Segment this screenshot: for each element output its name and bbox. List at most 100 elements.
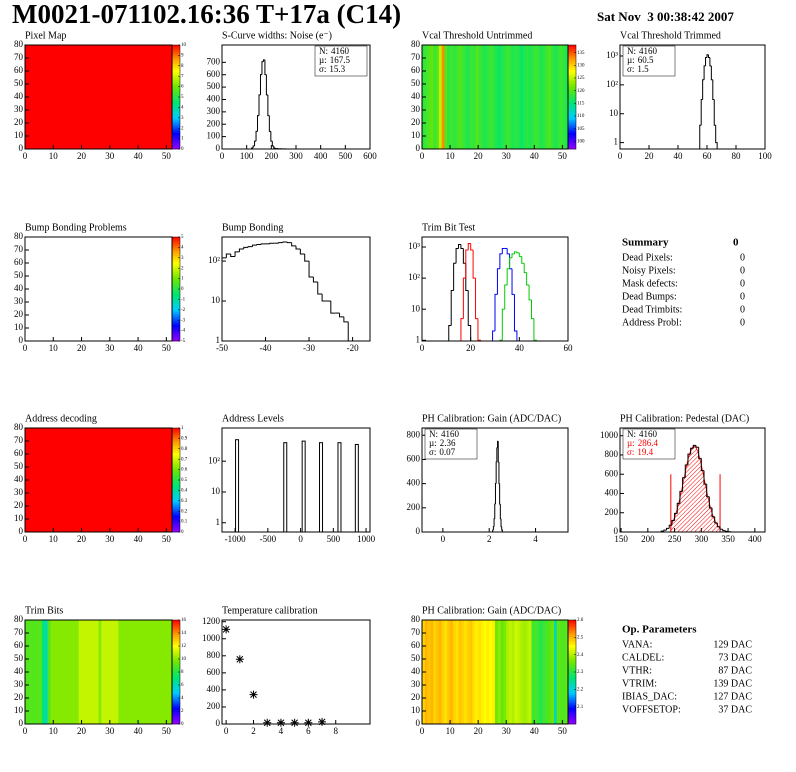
stats-value: 286.4 <box>638 438 659 448</box>
colorbar-slice <box>568 684 576 687</box>
colorbar-tick-label: 0.3 <box>181 499 188 504</box>
heatmap-column <box>528 45 532 149</box>
histogram-bin <box>708 496 713 509</box>
colorbar-slice <box>568 92 576 96</box>
y-tick-label: 20 <box>14 117 24 127</box>
x-tick-label: 400 <box>748 534 762 544</box>
heatmap-column <box>480 620 485 724</box>
colorbar-slice <box>172 434 180 437</box>
heatmap-column <box>511 620 515 724</box>
x-tick-label: 500 <box>339 151 353 161</box>
op-label: IBIAS_DAC: <box>622 691 677 702</box>
x-tick-label: 30 <box>105 343 115 353</box>
colorbar-tick-label: -4 <box>181 329 186 334</box>
heatmap-column <box>553 620 558 724</box>
colorbar-slice <box>568 97 576 100</box>
histogram-bin <box>501 308 505 341</box>
colorbar-slice <box>172 61 180 65</box>
colorbar-slice <box>172 444 180 448</box>
colorbar-slice <box>172 513 180 516</box>
heatmap-column <box>489 45 493 149</box>
x-tick-label: 30 <box>105 151 115 161</box>
stats-label: N: <box>429 429 438 439</box>
heatmap-column <box>503 620 507 724</box>
colorbar-slice <box>568 680 576 683</box>
histogram-bin <box>722 529 726 532</box>
histogram-bin <box>467 242 471 251</box>
colorbar-slice <box>172 268 180 271</box>
histogram-bin <box>700 458 705 472</box>
colorbar-tick-label: 5 <box>181 235 184 240</box>
heatmap-column <box>149 620 153 724</box>
colorbar-tick-label: 3 <box>181 256 184 261</box>
histogram-bin <box>711 507 715 518</box>
y-tick-label: 10² <box>606 79 618 89</box>
colorbar-slice <box>172 628 180 631</box>
colorbar-slice <box>568 628 576 631</box>
histogram-bin <box>343 316 349 323</box>
summary-label: Dead Bumps: <box>622 291 677 302</box>
colorbar-slice <box>172 136 180 139</box>
x-tick-label: 0 <box>23 534 28 544</box>
colorbar-slice <box>172 72 180 75</box>
y-tick-label: 400 <box>605 488 619 498</box>
heatmap-column <box>548 45 552 149</box>
histogram-bin <box>462 248 466 264</box>
x-tick-label: 1000 <box>357 534 376 544</box>
y-tick-label: 0 <box>19 143 24 153</box>
y-tick-label: 200 <box>605 507 619 517</box>
colorbar-slice <box>172 620 180 623</box>
heatmap-column <box>461 620 465 724</box>
colorbar-slice <box>172 90 180 94</box>
y-tick-label: 60 <box>411 65 421 75</box>
stats-value: 4160 <box>441 429 460 439</box>
heatmap-column <box>132 620 136 724</box>
y-tick-label: 10² <box>208 455 220 465</box>
colorbar-slice <box>568 707 576 710</box>
heatmap-column <box>539 45 544 149</box>
x-tick-label: 60 <box>703 151 713 161</box>
y-tick-label: 0 <box>216 718 221 728</box>
colorbar-slice <box>172 672 180 675</box>
asterisk-marker <box>263 718 272 727</box>
colorbar-slice <box>172 311 180 315</box>
colorbar-slice <box>568 669 576 673</box>
heatmap-column <box>138 620 142 724</box>
x-tick-label: 40 <box>674 151 684 161</box>
colorbar-slice <box>172 473 180 477</box>
x-tick-label: 100 <box>240 151 254 161</box>
colorbar-slice <box>568 105 576 108</box>
x-tick-label: 100 <box>758 151 772 161</box>
summary-label: Noisy Pixels: <box>622 265 676 276</box>
op-value: 139 DAC <box>713 678 752 689</box>
y-tick-label: 10 <box>14 513 24 523</box>
histogram-bin <box>703 470 707 485</box>
colorbar-slice <box>172 665 180 669</box>
x-tick-label: 0 <box>298 534 303 544</box>
colorbar-tick-label: 120 <box>577 89 585 94</box>
y-tick-label: 10 <box>14 322 24 332</box>
y-tick-label: 30 <box>14 296 24 306</box>
heatmap-column <box>545 45 549 149</box>
y-tick-label: 10³ <box>408 241 420 251</box>
colorbar-slice <box>568 653 576 656</box>
histogram-bin <box>699 124 702 149</box>
y-tick-label: 0 <box>416 718 421 728</box>
y-tick-label: 10 <box>211 486 221 496</box>
colorbar-slice <box>568 640 576 644</box>
colorbar-slice <box>172 500 180 504</box>
colorbar-slice <box>172 270 180 273</box>
colorbar-tick-label: 2.5 <box>577 635 584 640</box>
histogram-bin <box>707 54 710 59</box>
colorbar-slice <box>568 678 576 681</box>
x-tick-label: 10 <box>49 726 59 736</box>
y-tick-label: 0 <box>19 335 24 345</box>
colorbar-slice <box>172 511 180 514</box>
colorbar-slice <box>568 80 576 83</box>
colorbar-slice <box>172 692 180 696</box>
y-tick-label: 10³ <box>606 50 618 60</box>
colorbar-slice <box>172 636 180 640</box>
histogram-bin <box>513 251 517 254</box>
colorbar-slice <box>172 721 180 725</box>
colorbar-slice <box>172 622 180 625</box>
